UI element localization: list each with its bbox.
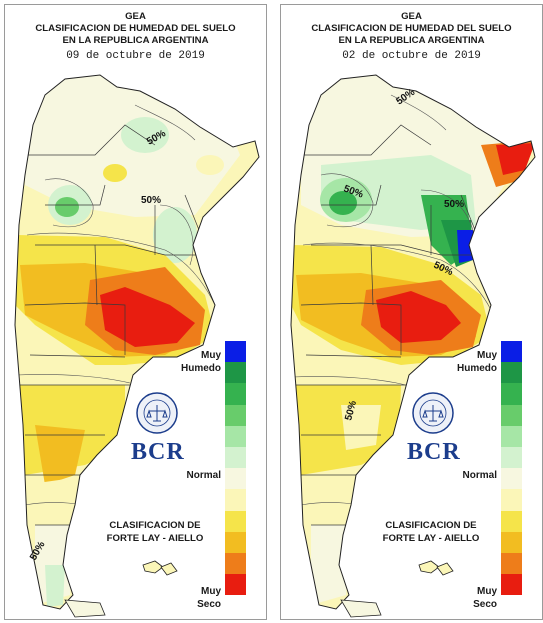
legend-text: Muy — [477, 350, 497, 361]
legend-swatch — [225, 383, 246, 405]
legend-text: Muy — [201, 586, 221, 597]
legend-swatch — [501, 383, 522, 405]
map-title-line1: CLASIFICACION DE HUMEDAD DEL SUELO — [311, 23, 512, 34]
legend-swatch — [501, 446, 522, 469]
soil-moisture-map: 50% 50% 50% — [14, 74, 260, 618]
contour-label: 50% — [444, 199, 464, 210]
legend-swatch — [501, 404, 522, 426]
map-date: 02 de octubre de 2019 — [342, 50, 481, 62]
soil-moisture-map: 50% 50% 50% 50% 50% — [290, 74, 536, 618]
legend-label-muy-seco: Muy Seco — [449, 585, 497, 611]
legend-swatch — [225, 552, 246, 575]
contour-label: 50% — [343, 399, 359, 421]
malvinas-islands — [418, 560, 454, 576]
legend-swatch — [225, 489, 246, 511]
malvinas-islands — [142, 560, 178, 576]
legend-swatch — [501, 574, 522, 596]
map-title-line1: CLASIFICACION DE HUMEDAD DEL SUELO — [35, 23, 236, 34]
legend-color-scale — [501, 341, 522, 596]
legend-text: Muy — [477, 586, 497, 597]
legend-swatch — [225, 468, 246, 490]
legend-swatch — [501, 489, 522, 511]
legend-swatch — [501, 341, 522, 363]
legend-swatch — [225, 341, 246, 363]
bcr-seal-logo — [412, 392, 454, 434]
legend-text: Seco — [473, 599, 497, 610]
legend-label-normal: Normal — [186, 470, 221, 481]
credit-line: CLASIFICACION DE — [385, 520, 477, 531]
bcr-logo-text: BCR — [407, 439, 461, 465]
map-date: 09 de octubre de 2019 — [66, 50, 205, 62]
bcr-logo-text: BCR — [131, 439, 185, 465]
map-title-line2: EN LA REPUBLICA ARGENTINA — [338, 35, 485, 46]
credit-line: CLASIFICACION DE — [109, 520, 201, 531]
legend-label-muy-humedo: Muy Humedo — [449, 349, 497, 375]
legend-swatch — [501, 510, 522, 532]
legend-swatch — [225, 531, 246, 553]
legend-swatch — [225, 510, 246, 532]
bcr-seal-logo — [136, 392, 178, 434]
credit-text: CLASIFICACION DE FORTE LAY - AIELLO — [361, 519, 501, 545]
legend-color-scale — [225, 341, 246, 596]
legend-label-normal: Normal — [462, 470, 497, 481]
credit-text: CLASIFICACION DE FORTE LAY - AIELLO — [85, 519, 225, 545]
legend-text: Humedo — [457, 363, 497, 374]
legend-swatch — [225, 446, 246, 469]
legend-swatch — [225, 425, 246, 447]
map-panel-oct-02: 50% 50% 50% 50% 50% GEA CLASIFICACION DE… — [280, 4, 543, 620]
map-panel-oct-09: 50% 50% 50% GEA CLASIFICACION DE HUMEDAD… — [4, 4, 267, 620]
legend-label-muy-humedo: Muy Humedo — [173, 349, 221, 375]
legend-swatch — [501, 468, 522, 490]
legend-swatch — [501, 552, 522, 575]
legend-swatch — [225, 574, 246, 596]
contour-label: 50% — [141, 195, 161, 206]
legend-swatch — [501, 425, 522, 447]
legend-swatch — [501, 362, 522, 384]
map-title-line2: EN LA REPUBLICA ARGENTINA — [62, 35, 209, 46]
org-label: GEA — [401, 11, 422, 22]
legend-text: Seco — [197, 599, 221, 610]
legend-swatch — [225, 404, 246, 426]
credit-line: FORTE LAY - AIELLO — [382, 533, 480, 544]
legend-text: Muy — [201, 350, 221, 361]
legend-swatch — [225, 362, 246, 384]
legend-label-muy-seco: Muy Seco — [173, 585, 221, 611]
legend-text: Humedo — [181, 363, 221, 374]
org-label: GEA — [125, 11, 146, 22]
credit-line: FORTE LAY - AIELLO — [106, 533, 204, 544]
legend-swatch — [501, 531, 522, 553]
